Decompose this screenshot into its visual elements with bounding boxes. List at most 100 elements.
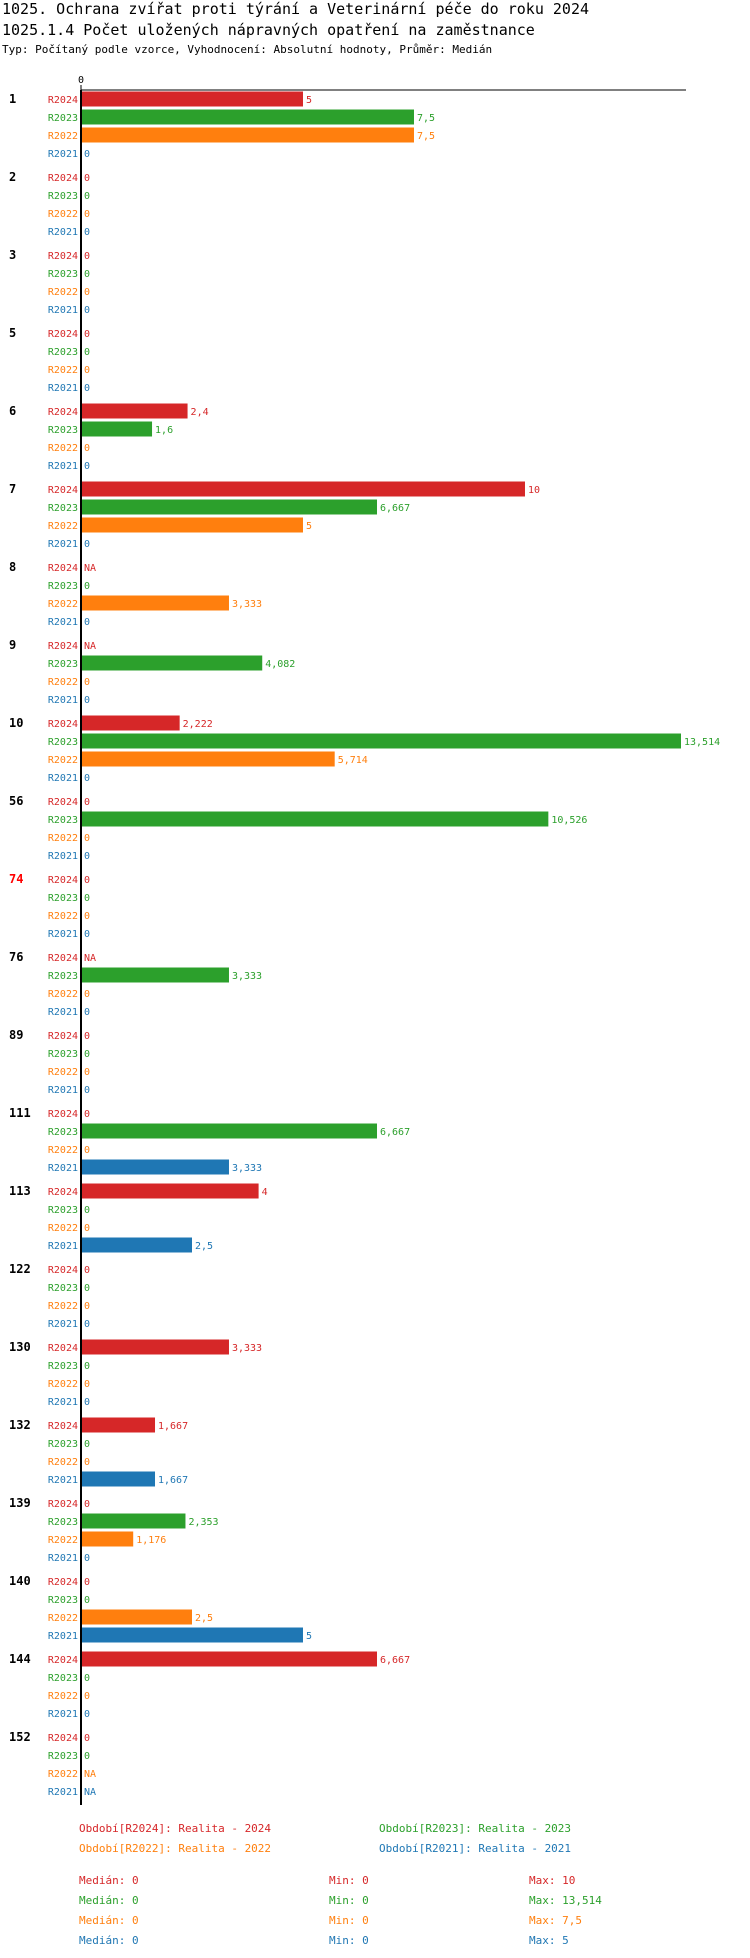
data-label: 6,667 <box>380 503 410 514</box>
data-label: 3,333 <box>232 1343 262 1354</box>
data-label: 0 <box>84 1691 90 1702</box>
category-label: 5 <box>9 326 16 340</box>
bar-r2022 <box>81 1531 134 1547</box>
series-label-r2022: R2022 <box>48 989 78 1000</box>
data-label: 10 <box>528 485 540 496</box>
series-label-r2023: R2023 <box>48 1205 78 1216</box>
series-label-r2023: R2023 <box>48 1049 78 1060</box>
data-label: 0 <box>84 209 90 220</box>
category-label: 2 <box>9 170 16 184</box>
series-label-r2021: R2021 <box>48 1007 78 1018</box>
bar-r2024 <box>81 481 525 497</box>
series-label-r2022: R2022 <box>48 1535 78 1546</box>
data-label: 0 <box>84 1007 90 1018</box>
category-label: 3 <box>9 248 16 262</box>
series-label-r2024: R2024 <box>48 1421 78 1432</box>
data-label: 0 <box>84 269 90 280</box>
data-label: 0 <box>84 581 90 592</box>
category-label: 6 <box>9 404 16 418</box>
legend-entry-r2023: Období[R2023]: Realita - 2023 <box>379 1822 572 1835</box>
series-label-r2022: R2022 <box>48 521 78 532</box>
data-label: 0 <box>84 305 90 316</box>
series-label-r2024: R2024 <box>48 251 78 262</box>
series-label-r2023: R2023 <box>48 503 78 514</box>
series-label-r2022: R2022 <box>48 131 78 142</box>
stat-max-r2022: Max: 7,5 <box>529 1914 582 1927</box>
data-label: 0 <box>84 773 90 784</box>
category-label: 140 <box>9 1574 31 1588</box>
stat-max-r2023: Max: 13,514 <box>529 1894 602 1907</box>
data-label: 0 <box>84 1751 90 1762</box>
series-label-r2022: R2022 <box>48 1691 78 1702</box>
series-label-r2021: R2021 <box>48 1241 78 1252</box>
bar-r2023 <box>81 733 681 749</box>
series-label-r2024: R2024 <box>48 1733 78 1744</box>
data-label: 0 <box>84 329 90 340</box>
series-label-r2021: R2021 <box>48 929 78 940</box>
category-label: 76 <box>9 950 23 964</box>
data-label: 0 <box>84 1265 90 1276</box>
bar-r2023 <box>81 811 549 827</box>
series-label-r2021: R2021 <box>48 1475 78 1486</box>
data-label: 2,5 <box>195 1241 213 1252</box>
series-label-r2024: R2024 <box>48 563 78 574</box>
bar-r2021 <box>81 1471 156 1487</box>
series-label-r2023: R2023 <box>48 1361 78 1372</box>
series-label-r2023: R2023 <box>48 1439 78 1450</box>
series-label-r2023: R2023 <box>48 1751 78 1762</box>
data-label: 0 <box>84 1049 90 1060</box>
data-label: NA <box>84 1769 96 1780</box>
bar-r2023 <box>81 421 153 437</box>
bar-r2022 <box>81 751 335 767</box>
series-label-r2021: R2021 <box>48 1631 78 1642</box>
data-label: 0 <box>84 1031 90 1042</box>
series-label-r2021: R2021 <box>48 773 78 784</box>
bar-r2021 <box>81 1627 303 1643</box>
stat-median-r2021: Medián: 0 <box>79 1934 139 1947</box>
series-label-r2022: R2022 <box>48 1457 78 1468</box>
stat-max-r2024: Max: 10 <box>529 1874 576 1887</box>
data-label: 7,5 <box>417 113 435 124</box>
data-label: 0 <box>84 1673 90 1684</box>
data-label: NA <box>84 953 96 964</box>
bar-r2024 <box>81 1183 259 1199</box>
series-label-r2023: R2023 <box>48 425 78 436</box>
series-label-r2023: R2023 <box>48 1283 78 1294</box>
series-label-r2024: R2024 <box>48 797 78 808</box>
data-label: 0 <box>84 383 90 394</box>
data-label: NA <box>84 1787 96 1798</box>
category-label: 122 <box>9 1262 31 1276</box>
category-label: 1 <box>9 92 16 106</box>
stat-median-r2023: Medián: 0 <box>79 1894 139 1907</box>
series-label-r2024: R2024 <box>48 173 78 184</box>
bar-r2024 <box>81 1651 378 1667</box>
series-label-r2023: R2023 <box>48 1127 78 1138</box>
category-label: 144 <box>9 1652 31 1666</box>
data-label: 0 <box>84 875 90 886</box>
data-label: 0 <box>84 1301 90 1312</box>
series-label-r2023: R2023 <box>48 815 78 826</box>
data-label: 2,222 <box>183 719 213 730</box>
data-label: 2,5 <box>195 1613 213 1624</box>
data-label: 0 <box>84 929 90 940</box>
data-label: 5 <box>306 1631 312 1642</box>
series-label-r2023: R2023 <box>48 1595 78 1606</box>
data-label: 0 <box>84 1577 90 1588</box>
data-label: 0 <box>84 191 90 202</box>
data-label: 0 <box>84 1439 90 1450</box>
data-label: 7,5 <box>417 131 435 142</box>
category-label: 74 <box>9 872 23 886</box>
series-label-r2024: R2024 <box>48 1109 78 1120</box>
series-label-r2021: R2021 <box>48 1397 78 1408</box>
bar-r2022 <box>81 1609 192 1625</box>
series-label-r2023: R2023 <box>48 269 78 280</box>
data-label: 0 <box>84 1379 90 1390</box>
bar-r2024 <box>81 1417 156 1433</box>
series-label-r2021: R2021 <box>48 1709 78 1720</box>
series-label-r2024: R2024 <box>48 875 78 886</box>
category-label: 139 <box>9 1496 31 1510</box>
data-label: 6,667 <box>380 1127 410 1138</box>
data-label: 5,714 <box>338 755 368 766</box>
stat-median-r2022: Medián: 0 <box>79 1914 139 1927</box>
series-label-r2023: R2023 <box>48 191 78 202</box>
